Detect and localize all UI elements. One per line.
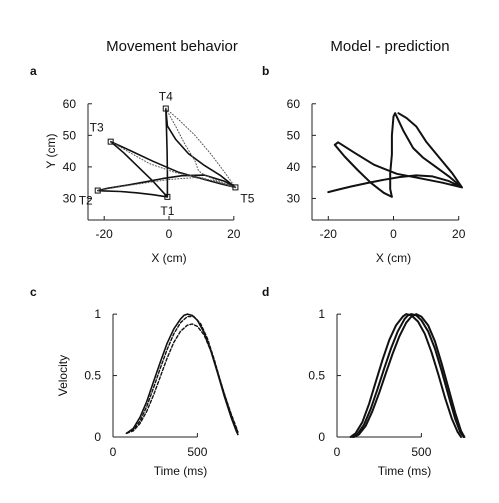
x-tick-label-d: 500 [411,445,431,459]
panel-label-b: b [262,64,269,78]
series-line-d-1 [352,313,466,438]
panel-a: 30 40 50 60 -20 0 20 X (cm) Y (cm) T1 T2 T3 T4 T5 [44,90,255,265]
y-tick-label-a: 60 [63,97,77,111]
target-marker-t4 [162,105,169,112]
x-tick-label-a: -20 [96,227,114,241]
x-tick-label-b: 0 [390,227,397,241]
x-axis-label-d: Time (ms) [378,464,432,478]
panel-label-d: d [262,285,269,299]
target-label-t3: T3 [90,121,104,135]
y-tick-label-a: 50 [63,128,77,142]
series-line-a-3 [97,177,236,192]
target-marker-t2 [94,187,101,194]
panel-label-a: a [30,64,37,78]
y-tick-label-d: 1 [318,307,325,321]
target-label-t4: T4 [159,90,173,104]
x-tick-label-a: 0 [166,227,173,241]
target-label-t1: T1 [160,204,174,218]
y-tick-label-c: 0 [94,430,101,444]
x-tick-label-d: 0 [334,445,341,459]
series-line-d-2 [349,313,462,438]
series-line-a-0 [96,107,237,198]
panel-c: 0 0.5 1 0 500 Time (ms) Velocity [56,307,239,478]
target-marker-t5 [232,184,239,191]
x-tick-label-a: 20 [227,227,241,241]
y-tick-label-d: 0 [318,430,325,444]
y-tick-label-a: 30 [63,191,77,205]
y-tick-label-b: 50 [287,128,301,142]
y-axis-label-a: Y (cm) [44,134,58,169]
series-line-a-1 [165,108,236,188]
series-line-c-0 [125,313,239,436]
panel-label-c: c [30,285,37,299]
x-tick-label-b: -20 [320,227,338,241]
y-tick-label-a: 40 [63,160,77,174]
series-line-a-4 [110,141,236,188]
x-tick-label-b: 20 [452,227,466,241]
x-axis-label-c: Time (ms) [154,464,208,478]
target-label-t5: T5 [240,191,254,205]
x-tick-label-c: 500 [187,445,207,459]
title-model-prediction: Model - prediction [330,38,449,55]
y-tick-label-d: 0.5 [308,369,325,383]
y-tick-label-b: 30 [287,191,301,205]
panel-d: 0 0.5 1 0 500 Time (ms) [308,307,466,478]
y-tick-label-b: 60 [287,97,301,111]
target-marker-t1 [164,193,171,200]
series-line-b-0 [327,112,463,198]
target-label-t2: T2 [79,194,93,208]
x-axis-label-b: X (cm) [376,251,411,265]
y-tick-label-c: 0.5 [84,369,101,383]
y-tick-label-c: 1 [94,307,101,321]
title-movement-behavior: Movement behavior [106,38,238,55]
y-tick-label-b: 40 [287,160,301,174]
panel-b: 30 40 50 60 -20 0 20 X (cm) [287,97,466,265]
series-line-c-2 [125,315,239,434]
y-axis-label-c: Velocity [56,355,70,396]
target-marker-t3 [107,138,114,145]
x-axis-label-a: X (cm) [151,251,186,265]
x-tick-label-c: 0 [110,445,117,459]
series-line-c-1 [125,323,239,434]
